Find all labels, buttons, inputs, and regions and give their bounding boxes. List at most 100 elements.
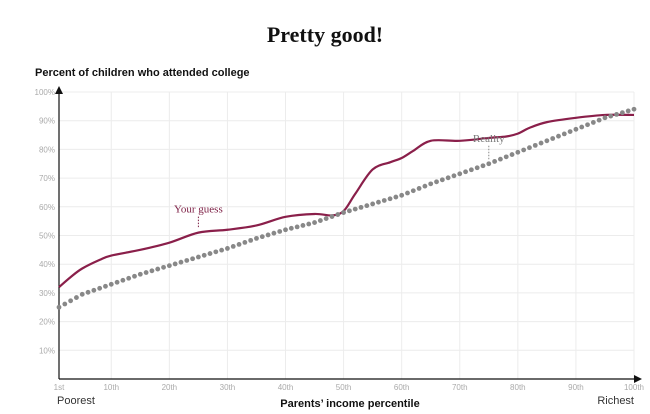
reality-point <box>306 221 312 227</box>
reality-point <box>265 232 271 238</box>
reality-point <box>376 199 381 205</box>
reality-point <box>312 220 317 225</box>
x-tick-label: 90th <box>568 383 584 392</box>
reality-point <box>277 229 283 234</box>
axes <box>55 86 642 383</box>
reality-point <box>347 208 352 214</box>
reality-point <box>288 225 294 231</box>
x-tick-label: 60th <box>394 383 410 392</box>
reality-point <box>358 204 364 210</box>
reality-point <box>393 194 399 200</box>
y-tick-label: 90% <box>39 117 55 126</box>
reality-point <box>329 214 335 219</box>
reality-point <box>97 285 103 291</box>
reality-point <box>137 271 143 277</box>
x-tick-label: 70th <box>452 383 468 392</box>
reality-point <box>544 138 550 144</box>
reality-point <box>317 218 323 223</box>
reality-point <box>79 291 85 297</box>
reality-point <box>550 136 556 141</box>
y-tick-label: 20% <box>39 318 55 327</box>
reality-point <box>445 175 451 181</box>
reality-point <box>335 212 341 217</box>
reality-point <box>503 154 509 160</box>
reality-point <box>515 149 521 155</box>
reality-point <box>416 186 422 191</box>
y-tick-label: 40% <box>39 260 55 269</box>
reality-point <box>225 246 230 251</box>
reality-point <box>498 156 503 162</box>
reality-point <box>463 169 468 175</box>
reality-point <box>364 203 370 209</box>
reality-point <box>422 183 428 189</box>
reality-point <box>271 230 277 236</box>
reality-point <box>132 273 137 279</box>
reality-point <box>248 237 254 243</box>
reality-point <box>172 261 178 267</box>
y-axis-arrow <box>55 86 63 94</box>
reality-point <box>509 152 515 157</box>
reality-point <box>184 258 190 263</box>
reality-point <box>381 198 387 203</box>
reality-point <box>602 115 608 121</box>
reality-point <box>323 216 329 221</box>
x-axis-label: Parents’ income percentile <box>280 398 420 410</box>
x-tick-label: 80th <box>510 383 526 392</box>
y-ticks: 10% 20% 30% 40% 50% 60% 70% 80% 90% 100% <box>35 88 55 355</box>
reality-point <box>161 264 166 270</box>
reality-point <box>283 227 288 233</box>
reality-point <box>439 177 445 183</box>
reality-point <box>103 283 108 289</box>
reality-point <box>579 124 585 130</box>
reality-point <box>567 129 573 135</box>
reality-point <box>259 234 265 240</box>
reality-point <box>434 179 439 185</box>
reality-point <box>155 266 161 272</box>
reality-point <box>428 181 434 187</box>
reality-point <box>410 188 416 194</box>
reality-point <box>474 165 480 171</box>
x-tick-label: 40th <box>278 383 294 392</box>
y-tick-label: 50% <box>39 232 55 241</box>
reality-point <box>294 224 300 230</box>
reality-point <box>207 251 213 256</box>
reality-point <box>219 247 225 253</box>
reality-point <box>242 239 248 245</box>
x-ticks: 1st 10th 20th 30th 40th 50th 60th 70th 80th 90th 1… <box>54 383 644 392</box>
reality-point <box>619 110 625 116</box>
reality-point <box>120 277 126 283</box>
reality-point <box>230 244 236 249</box>
reality-point <box>480 163 486 169</box>
reality-point <box>527 145 532 151</box>
reality-point <box>608 113 614 119</box>
reality-point <box>74 295 79 300</box>
annotation-your-guess: Your guess <box>174 204 223 216</box>
reality-point <box>85 289 91 295</box>
reality-point <box>631 106 637 112</box>
reality-point <box>149 268 155 274</box>
reality-point <box>300 223 306 228</box>
reality-point <box>56 304 62 310</box>
reality-point <box>457 171 463 177</box>
reality-point <box>538 140 544 146</box>
reality-point <box>62 301 68 307</box>
guess-line <box>58 113 635 288</box>
reality-point <box>201 252 207 258</box>
reality-point <box>166 263 172 269</box>
reality-point <box>614 111 619 117</box>
page-title: Pretty good! <box>266 22 384 47</box>
reality-point <box>114 279 120 285</box>
reality-point <box>492 159 498 164</box>
reality-point <box>532 142 538 148</box>
series-reality <box>56 106 637 310</box>
y-tick-label: 60% <box>39 203 55 212</box>
series-layer <box>56 106 637 310</box>
reality-point <box>126 275 132 281</box>
x-tick-label: 20th <box>162 383 178 392</box>
y-tick-label: 70% <box>39 174 55 183</box>
reality-point <box>236 241 242 247</box>
reality-point <box>143 270 149 275</box>
annotation-reality: Reality <box>473 133 505 145</box>
reality-point <box>405 190 410 196</box>
